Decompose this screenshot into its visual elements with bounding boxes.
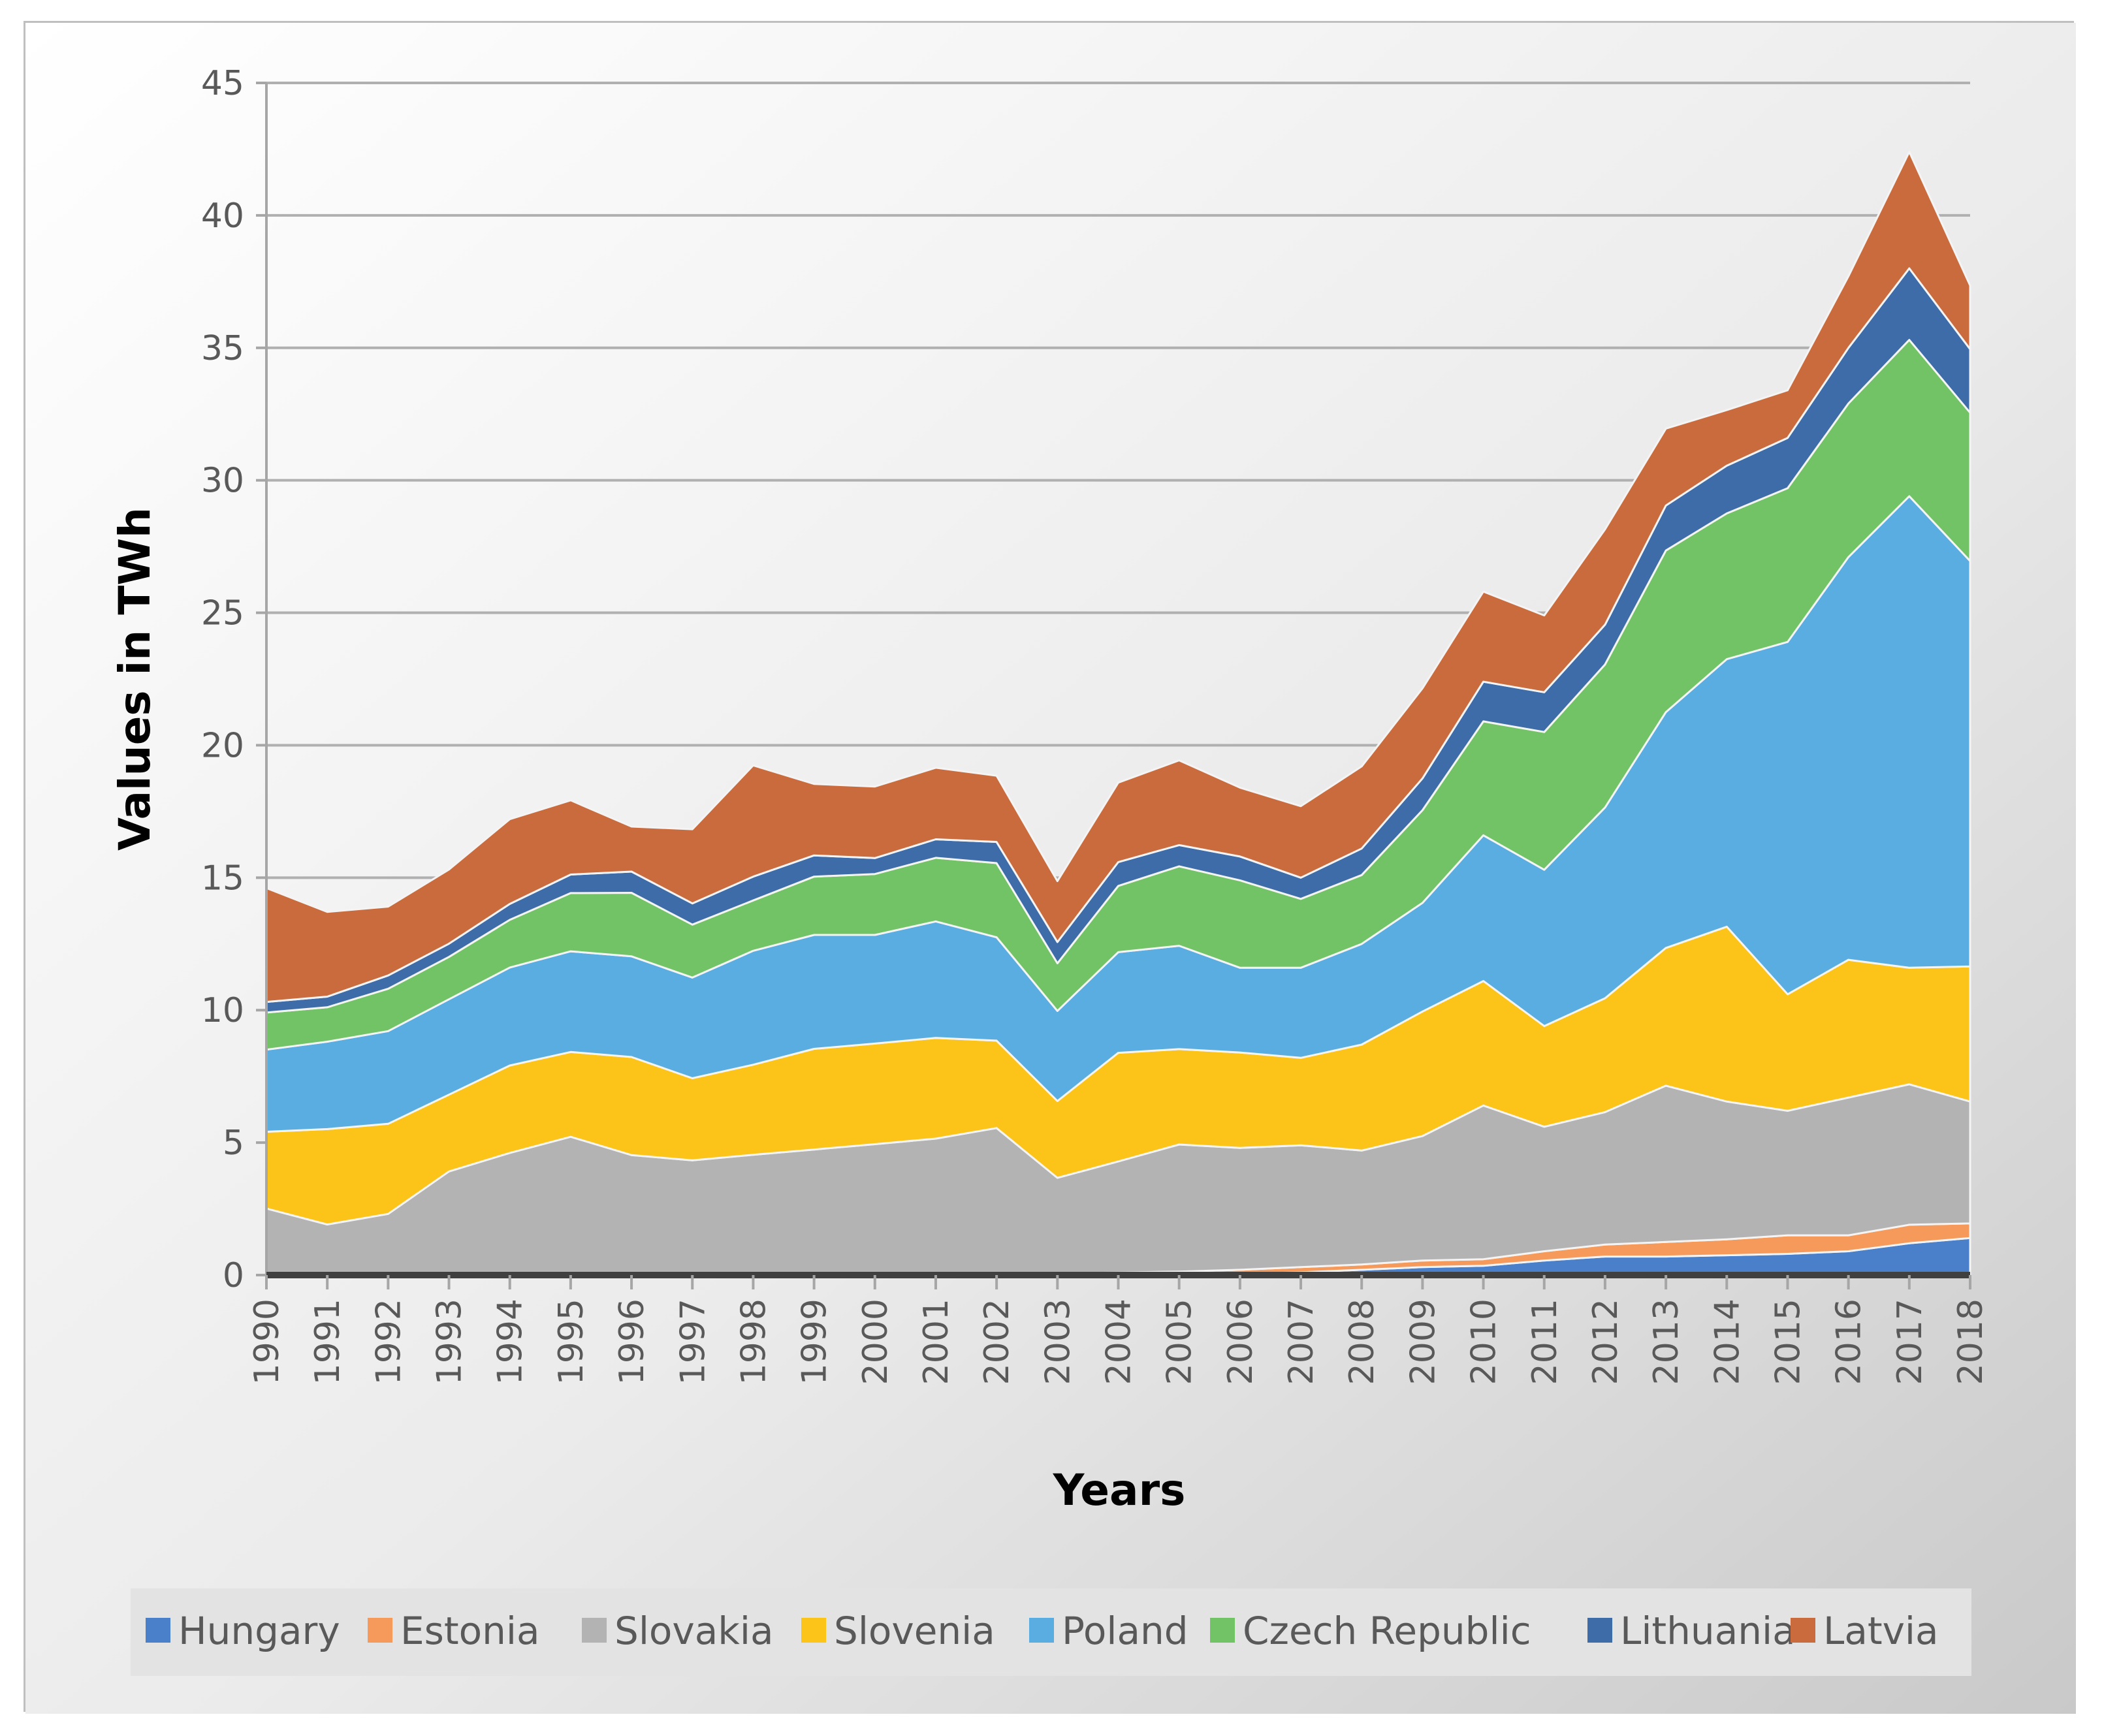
y-tick-label: 15	[201, 859, 244, 898]
x-tick-label: 2000	[856, 1299, 895, 1385]
x-tick-label: 2015	[1768, 1299, 1808, 1385]
y-tick-label: 20	[201, 726, 244, 765]
y-tick-label: 0	[223, 1256, 244, 1295]
legend-item: Estonia	[368, 1609, 540, 1653]
area-latvia	[265, 151, 1971, 1003]
x-tick-label: 2010	[1465, 1299, 1504, 1385]
x-tick-label: 2017	[1890, 1299, 1930, 1385]
y-tick-label: 40	[201, 197, 244, 236]
legend-swatch	[1587, 1618, 1612, 1643]
legend-label: Hungary	[178, 1609, 340, 1653]
x-tick-label: 2014	[1708, 1299, 1747, 1385]
x-tick-label: 1993	[430, 1299, 470, 1385]
y-tick-label: 25	[201, 594, 244, 633]
x-tick-label: 2006	[1221, 1299, 1260, 1385]
x-tick-label: 2018	[1951, 1299, 1990, 1385]
legend-label: Slovakia	[614, 1609, 774, 1653]
x-tick-label: 1999	[795, 1299, 835, 1385]
legend-swatch	[368, 1618, 392, 1643]
x-tick-label: 2003	[1038, 1299, 1077, 1385]
legend-label: Lithuania	[1620, 1609, 1796, 1653]
x-tick-label: 2009	[1403, 1299, 1443, 1385]
legend-swatch	[1029, 1618, 1054, 1643]
y-tick-labels: 0 5 10 15 20 25 30 35 40 45	[201, 64, 244, 1295]
legend-swatch	[582, 1618, 607, 1643]
x-tick-label: 1990	[247, 1299, 287, 1385]
legend-item: Slovenia	[801, 1609, 995, 1653]
legend-item: Slovakia	[582, 1609, 774, 1653]
legend-label: Latvia	[1823, 1609, 1939, 1653]
y-tick-label: 45	[201, 64, 244, 103]
x-tick-label: 1996	[613, 1299, 652, 1385]
legend-item: Hungary	[146, 1609, 340, 1653]
x-tick-label: 2001	[917, 1299, 956, 1385]
legend-label: Poland	[1062, 1609, 1188, 1653]
axes	[256, 82, 1971, 1289]
legend: Hungary Estonia Slovakia Slovenia Poland Czec…	[131, 1588, 1971, 1676]
x-tick-label: 2011	[1525, 1299, 1565, 1385]
y-tick-label: 30	[201, 462, 244, 501]
legend-label: Czech Republic	[1243, 1609, 1531, 1653]
y-tick-label: 5	[223, 1124, 244, 1163]
legend-label: Estonia	[400, 1609, 540, 1653]
x-tick-label: 1994	[491, 1299, 530, 1385]
x-tick-label: 2002	[978, 1299, 1017, 1385]
x-tick-label: 2007	[1282, 1299, 1321, 1385]
y-tick-label: 10	[201, 991, 244, 1030]
x-axis-title: Years	[1053, 1465, 1186, 1515]
chart-frame: 0 5 10 15 20 25 30 35 40 45 1990 1991 1992 1993 1994 1…	[24, 21, 2076, 1714]
x-tick-label: 2016	[1830, 1299, 1869, 1385]
legend-item: Lithuania	[1587, 1609, 1796, 1653]
x-tick-label: 1997	[673, 1299, 712, 1385]
legend-swatch	[1210, 1618, 1235, 1643]
x-tick-label: 2013	[1647, 1299, 1686, 1385]
y-axis-title: Values in TWh	[110, 507, 160, 851]
x-tick-label: 1992	[369, 1299, 408, 1385]
x-tick-labels: 1990 1991 1992 1993 1994 1995 1996 1997 1998 1999…	[247, 1299, 1990, 1385]
x-tick-label: 2008	[1343, 1299, 1382, 1385]
x-tick-label: 1998	[734, 1299, 773, 1385]
legend-item: Latvia	[1791, 1609, 1939, 1653]
legend-item: Czech Republic	[1210, 1609, 1531, 1653]
legend-item: Poland	[1029, 1609, 1188, 1653]
legend-label: Slovenia	[834, 1609, 995, 1653]
legend-swatch	[146, 1618, 170, 1643]
x-tick-label: 2012	[1586, 1299, 1625, 1385]
legend-swatch	[801, 1618, 826, 1643]
x-tick-label: 2005	[1160, 1299, 1200, 1385]
y-tick-label: 35	[201, 329, 244, 368]
legend-swatch	[1791, 1618, 1815, 1643]
x-tick-label: 1995	[552, 1299, 591, 1385]
x-tick-label: 1991	[308, 1299, 347, 1385]
x-tick-label: 2004	[1100, 1299, 1139, 1385]
